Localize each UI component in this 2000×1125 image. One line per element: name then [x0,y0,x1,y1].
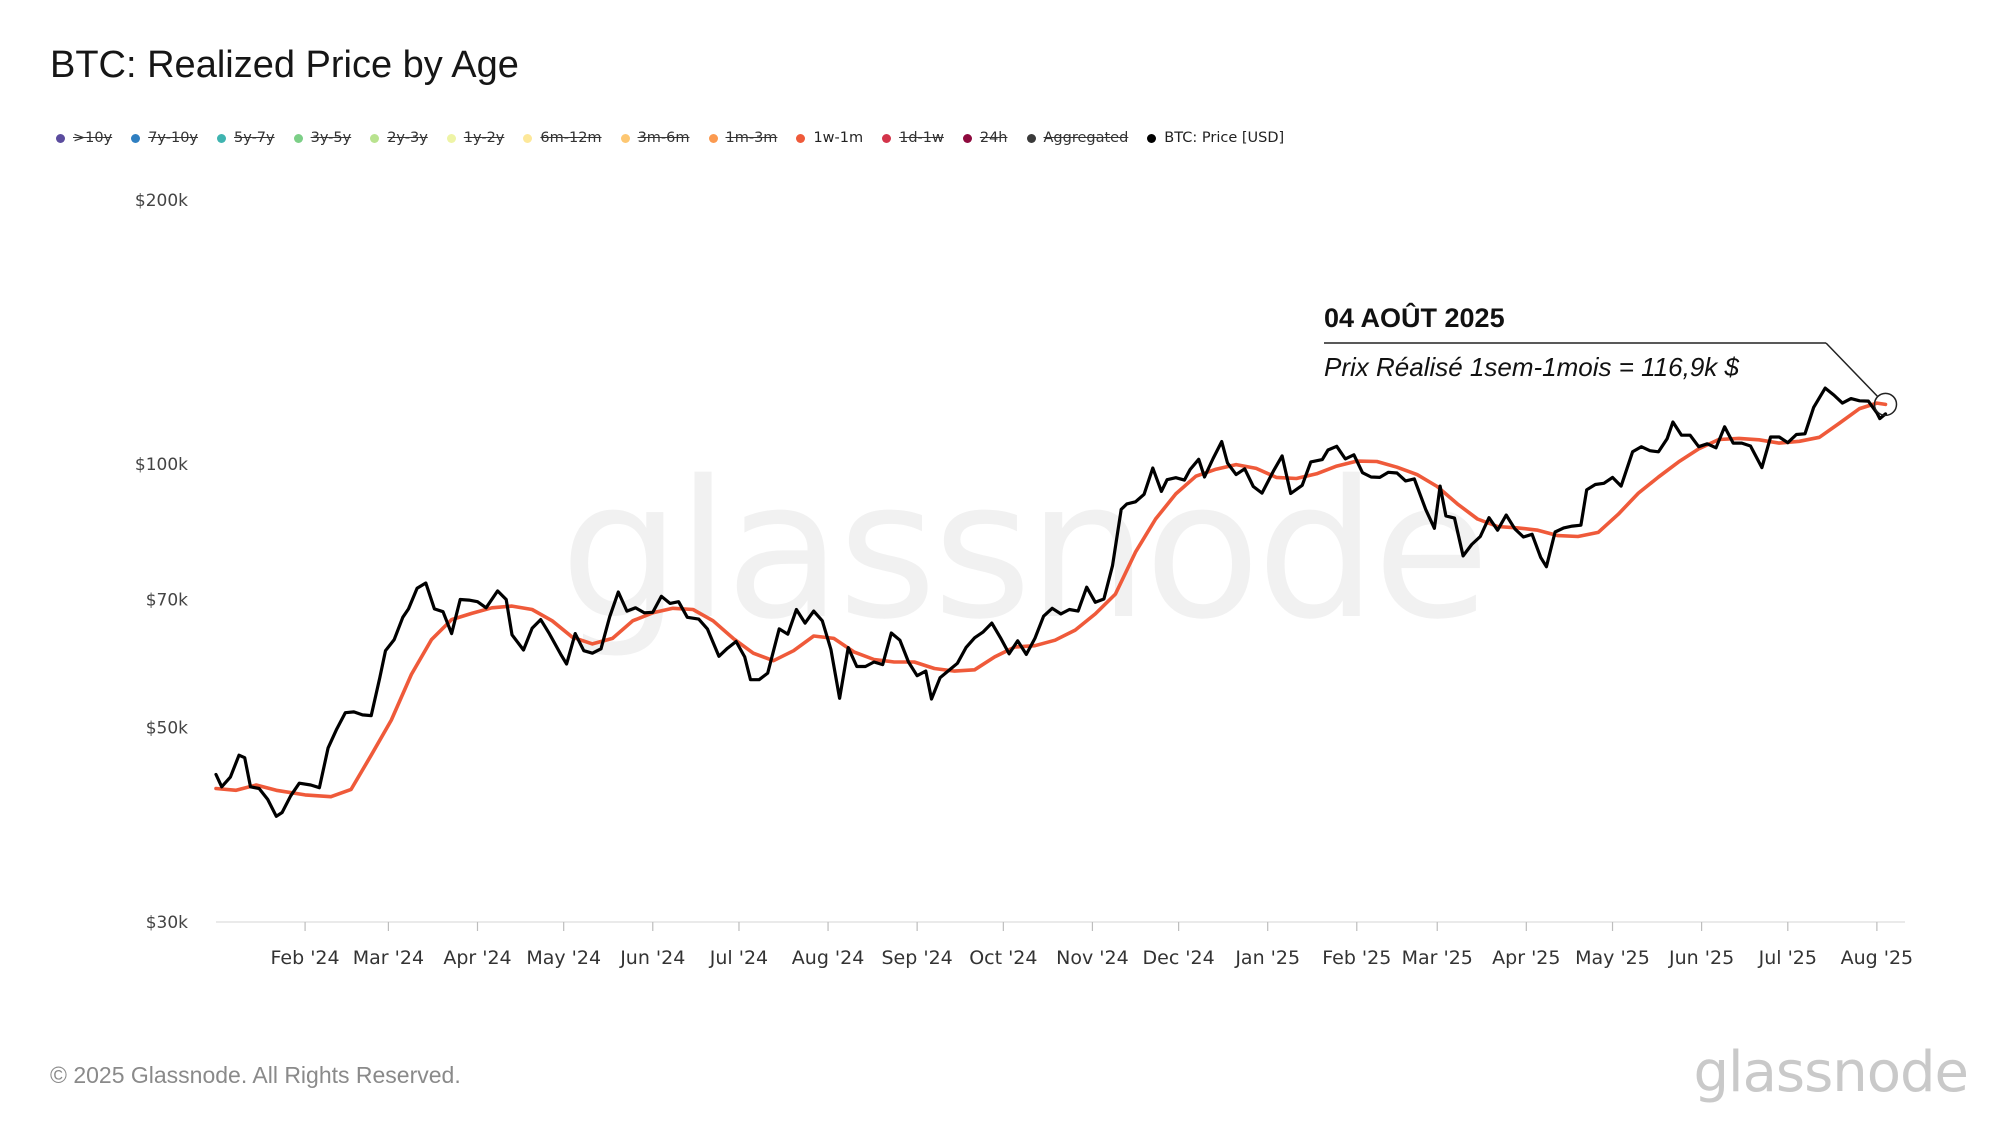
x-tick-label: Feb '24 [271,947,340,969]
legend-dot-icon [523,133,533,143]
legend-label: 7y-10y [148,130,199,146]
legend-item[interactable]: 1y-2y [446,130,505,146]
y-tick-label: $30k [146,913,188,933]
legend-dot-icon [370,133,380,143]
x-tick-label: Jul '24 [709,947,768,969]
x-tick-label: Aug '24 [792,947,865,969]
legend-item[interactable]: >10y [56,130,112,146]
copyright-text: © 2025 Glassnode. All Rights Reserved. [50,1062,461,1088]
legend-label: >10y [73,130,113,146]
x-tick-label: Jun '25 [1668,947,1734,969]
legend-dot-icon [293,133,303,143]
legend-item[interactable]: 2y-3y [370,130,428,146]
glassnode-logo: glassnode [1693,1040,1969,1105]
legend-dot-icon [1026,133,1036,143]
y-tick-label: $50k [146,719,188,739]
legend-dot-icon [796,133,806,143]
y-tick-label: $200k [135,191,188,211]
x-tick-label: Jun '24 [619,947,685,969]
legend-label: 5y-7y [234,130,275,146]
legend-dot-icon [708,133,718,143]
legend-item[interactable]: 24h [962,130,1008,146]
legend-dot-icon [446,133,456,143]
chart-series [214,386,1888,818]
legend-label: 3m-6m [637,130,690,146]
legend-item[interactable]: 1w-1m [796,130,863,146]
legend-label: 6m-12m [540,130,602,146]
x-tick-label: Jan '25 [1234,947,1300,969]
legend-label: 1w-1m [813,130,864,146]
legend-label: 1m-3m [725,130,778,146]
legend-label: Aggregated [1043,130,1129,146]
legend-dot-icon [882,133,892,143]
legend-dot-icon [217,133,227,143]
legend-item[interactable]: 1d-1w [882,130,944,146]
x-tick-label: Aug '25 [1841,947,1914,969]
legend-label: 3y-5y [310,130,352,146]
y-tick-label: $70k [146,591,188,611]
btc-price-line [214,386,1888,818]
x-tick-label: Feb '25 [1322,947,1391,969]
legend-item[interactable]: 7y-10y [131,130,198,146]
legend-item[interactable]: 5y-7y [217,130,275,146]
legend-label: 1y-2y [463,130,505,146]
x-tick-label: Apr '25 [1492,947,1560,969]
annotation-date: 04 AOÛT 2025 [1324,303,1505,333]
x-tick-label: Nov '24 [1056,947,1129,969]
chart-legend: >10y 7y-10y 5y-7y 3y-5y 2y-3y 1y-2y 6m-12m 3m-6… [56,128,1303,148]
legend-dot-icon [1147,133,1157,143]
legend-item[interactable]: 3y-5y [293,130,352,146]
annotation-layer [1324,342,1898,417]
x-tick-label: Oct '24 [969,947,1037,969]
chart-title: BTC: Realized Price by Age [50,44,519,86]
legend-label: 1d-1w [899,130,944,146]
legend-dot-icon [962,133,972,143]
x-tick-label: Dec '24 [1143,947,1215,969]
x-tick-label: Jul '25 [1758,947,1817,969]
x-tick-label: Apr '24 [443,947,511,969]
x-tick-label: Mar '25 [1402,947,1473,969]
legend-label: BTC: Price [USD] [1164,130,1285,146]
legend-label: 24h [979,130,1008,146]
annotation-leader-line [1825,342,1879,397]
x-tick-label: May '25 [1575,947,1650,969]
x-tick-label: Sep '24 [882,947,953,969]
chart-axes: $30k $50k $70k $100k $200k Feb '24 Mar '24 Apr … [135,191,1913,969]
legend-item[interactable]: Aggregated [1026,130,1129,146]
x-tick-label: Mar '24 [353,947,424,969]
legend-item[interactable]: 3m-6m [620,130,690,146]
annotation-text: Prix Réalisé 1sem-1mois = 116,9k $ [1324,352,1739,382]
y-tick-label: $100k [135,455,188,475]
legend-dot-icon [131,133,141,143]
legend-dot-icon [56,133,65,143]
legend-item[interactable]: BTC: Price [USD] [1147,130,1284,146]
legend-item[interactable]: 1m-3m [708,130,778,146]
legend-item[interactable]: 6m-12m [523,130,602,146]
x-tick-label: May '24 [526,947,601,969]
annotation-marker [1873,392,1898,417]
legend-label: 2y-3y [387,130,428,146]
legend-dot-icon [620,133,630,143]
